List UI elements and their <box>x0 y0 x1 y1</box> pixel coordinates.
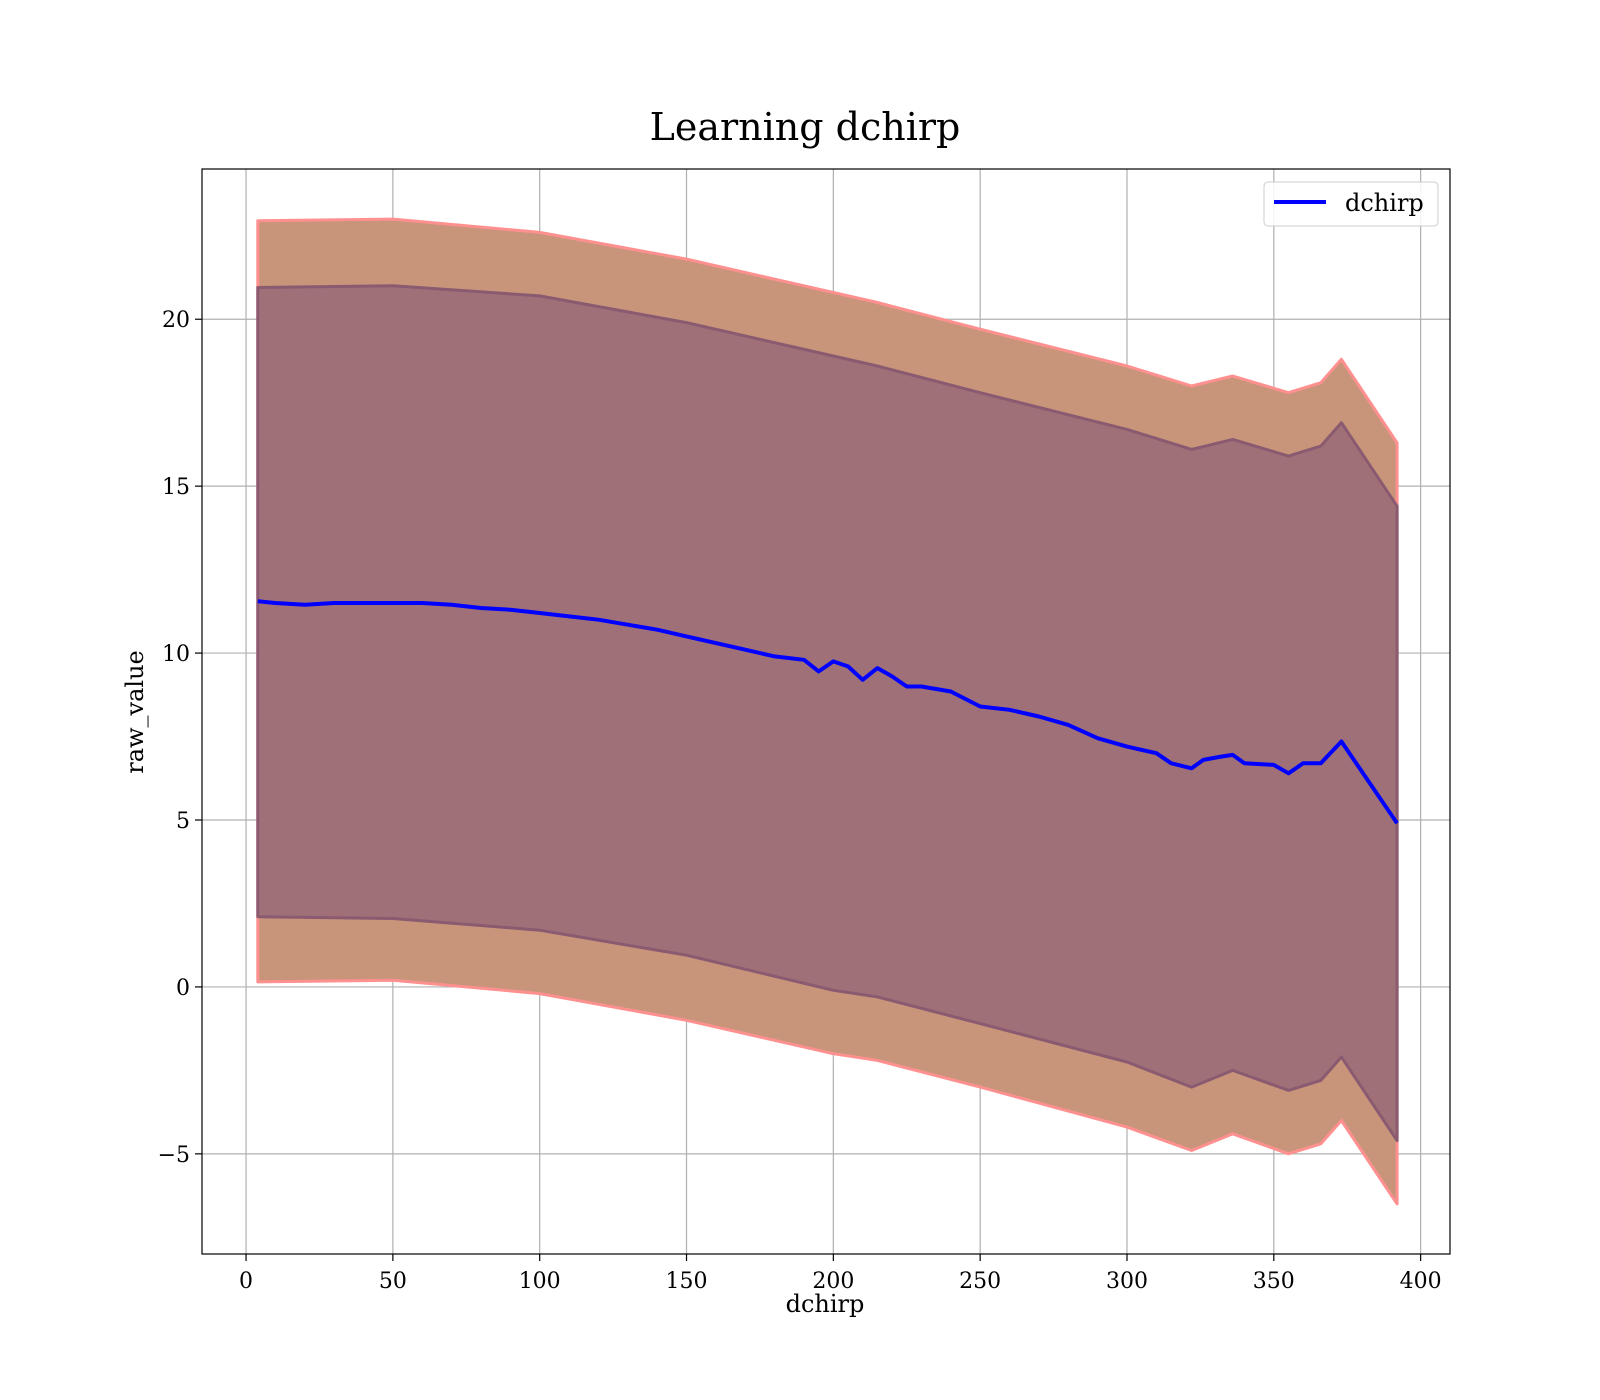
y-tick-label--5: −5 <box>158 1143 190 1168</box>
legend-box <box>1263 181 1439 227</box>
band-inner <box>256 284 1399 1142</box>
y-tick-label-10: 10 <box>162 642 190 667</box>
x-tick-label-50: 50 <box>379 1269 407 1294</box>
series-lines <box>257 599 1399 825</box>
y-tick-label-0: 0 <box>176 976 190 1001</box>
x-tick-label-250: 250 <box>959 1269 1001 1294</box>
x-tick-label-150: 150 <box>666 1269 708 1294</box>
legend: dchirp <box>1263 181 1439 227</box>
series-line-dchirp <box>257 599 1399 825</box>
y-tick-label-15: 15 <box>162 475 190 500</box>
x-tick-label-350: 350 <box>1253 1269 1295 1294</box>
confidence-bands <box>256 217 1399 1206</box>
x-tick-label-400: 400 <box>1400 1269 1442 1294</box>
axis-ticks: 0 50 100 150 200 250 300 350 400 −5 0 5 10 15 20 <box>158 308 1442 1294</box>
x-tick-label-200: 200 <box>812 1269 854 1294</box>
legend-entry-dchirp: dchirp <box>1345 189 1424 217</box>
y-tick-label-20: 20 <box>162 308 190 333</box>
x-tick-label-300: 300 <box>1106 1269 1148 1294</box>
y-axis-label: raw_value <box>121 650 149 774</box>
plot-frame <box>201 168 1451 1255</box>
chart-title: Learning dchirp <box>650 105 961 149</box>
x-tick-label-0: 0 <box>239 1269 253 1294</box>
x-tick-label-100: 100 <box>519 1269 561 1294</box>
y-tick-label-5: 5 <box>176 809 190 834</box>
x-axis-label: dchirp <box>786 1290 865 1318</box>
